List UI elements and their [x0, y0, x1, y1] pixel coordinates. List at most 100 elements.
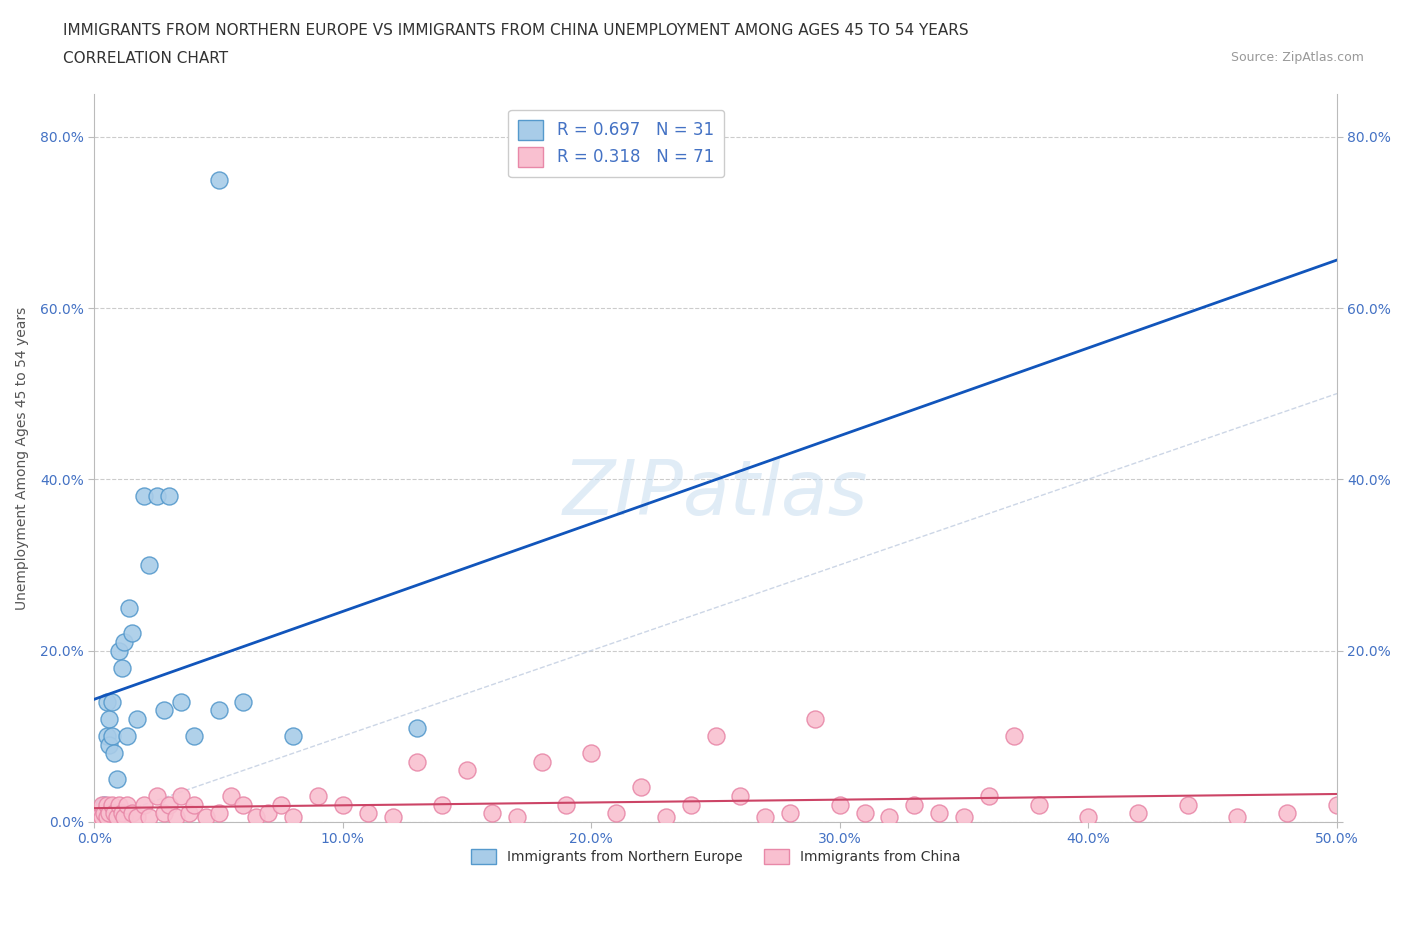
Point: [283, 729, 305, 744]
Point: [89, 805, 111, 820]
Point: [232, 797, 254, 812]
Point: [1177, 797, 1199, 812]
Point: [112, 634, 135, 649]
Point: [754, 810, 776, 825]
Point: [96, 797, 118, 812]
Text: ZIPatlas: ZIPatlas: [562, 458, 869, 531]
Point: [555, 797, 578, 812]
Point: [89, 810, 111, 825]
Legend: Immigrants from Northern Europe, Immigrants from China: Immigrants from Northern Europe, Immigra…: [465, 843, 966, 870]
Point: [357, 805, 380, 820]
Point: [219, 789, 242, 804]
Point: [157, 489, 180, 504]
Point: [257, 805, 280, 820]
Point: [98, 805, 121, 820]
Point: [105, 810, 128, 825]
Point: [118, 600, 141, 615]
Point: [208, 172, 231, 187]
Point: [96, 810, 118, 825]
Point: [332, 797, 354, 812]
Point: [381, 810, 404, 825]
Point: [103, 746, 125, 761]
Point: [86, 810, 108, 825]
Point: [245, 810, 267, 825]
Point: [1326, 797, 1348, 812]
Point: [1275, 805, 1298, 820]
Point: [208, 703, 231, 718]
Point: [98, 737, 121, 752]
Point: [145, 789, 167, 804]
Point: [96, 695, 118, 710]
Point: [1077, 810, 1099, 825]
Point: [183, 797, 205, 812]
Point: [108, 797, 131, 812]
Point: [679, 797, 702, 812]
Point: [157, 797, 180, 812]
Point: [121, 626, 143, 641]
Point: [208, 805, 231, 820]
Point: [98, 711, 121, 726]
Text: IMMIGRANTS FROM NORTHERN EUROPE VS IMMIGRANTS FROM CHINA UNEMPLOYMENT AMONG AGES: IMMIGRANTS FROM NORTHERN EUROPE VS IMMIG…: [63, 23, 969, 38]
Point: [506, 810, 529, 825]
Point: [655, 810, 678, 825]
Point: [138, 557, 160, 572]
Text: Source: ZipAtlas.com: Source: ZipAtlas.com: [1230, 51, 1364, 64]
Point: [170, 695, 193, 710]
Point: [232, 695, 254, 710]
Point: [1028, 797, 1050, 812]
Point: [928, 805, 950, 820]
Point: [730, 789, 752, 804]
Point: [111, 805, 134, 820]
Point: [90, 797, 112, 812]
Point: [90, 810, 112, 825]
Point: [481, 805, 503, 820]
Point: [165, 810, 187, 825]
Point: [828, 797, 851, 812]
Point: [605, 805, 627, 820]
Point: [432, 797, 454, 812]
Point: [183, 729, 205, 744]
Point: [1002, 729, 1025, 744]
Point: [195, 810, 218, 825]
Point: [153, 703, 176, 718]
Point: [121, 805, 143, 820]
Point: [456, 763, 478, 777]
Point: [1126, 805, 1149, 820]
Point: [93, 797, 115, 812]
Point: [779, 805, 801, 820]
Point: [83, 810, 105, 825]
Point: [270, 797, 292, 812]
Text: CORRELATION CHART: CORRELATION CHART: [63, 51, 228, 66]
Point: [125, 711, 148, 726]
Point: [101, 695, 124, 710]
Point: [96, 729, 118, 744]
Point: [853, 805, 876, 820]
Point: [1226, 810, 1249, 825]
Point: [406, 754, 429, 769]
Point: [170, 789, 193, 804]
Point: [103, 805, 125, 820]
Point: [581, 746, 603, 761]
Point: [115, 729, 138, 744]
Point: [108, 643, 131, 658]
Point: [132, 797, 155, 812]
Point: [138, 810, 160, 825]
Point: [93, 805, 115, 820]
Point: [406, 720, 429, 735]
Point: [145, 489, 167, 504]
Point: [283, 810, 305, 825]
Point: [903, 797, 925, 812]
Point: [125, 810, 148, 825]
Point: [112, 810, 135, 825]
Point: [105, 772, 128, 787]
Point: [115, 797, 138, 812]
Point: [704, 729, 727, 744]
Point: [101, 797, 124, 812]
Point: [86, 805, 108, 820]
Point: [132, 489, 155, 504]
Point: [530, 754, 553, 769]
Point: [101, 729, 124, 744]
Point: [90, 810, 112, 825]
Y-axis label: Unemployment Among Ages 45 to 54 years: Unemployment Among Ages 45 to 54 years: [15, 306, 30, 609]
Point: [111, 660, 134, 675]
